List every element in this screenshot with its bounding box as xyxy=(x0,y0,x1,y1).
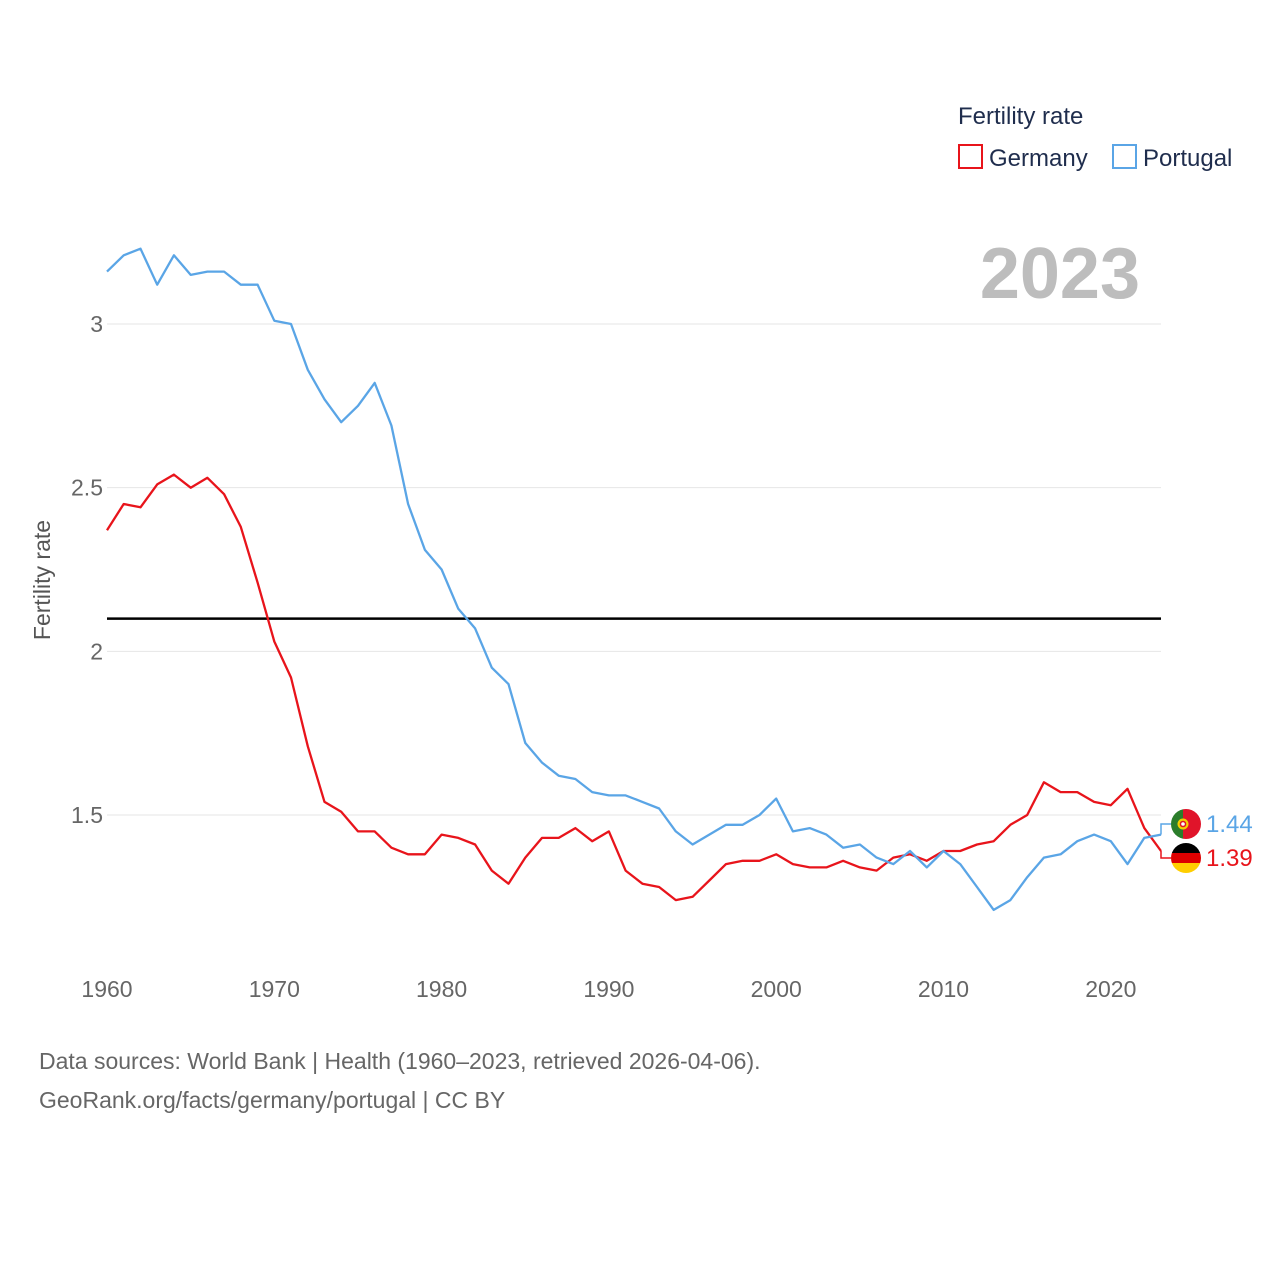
x-tick-label: 1980 xyxy=(416,976,467,1002)
leader-line-portugal xyxy=(1160,823,1171,835)
portugal-flag-icon xyxy=(1171,809,1201,839)
end-value-portugal: 1.44 xyxy=(1206,811,1253,838)
year-label: 2023 xyxy=(980,234,1140,314)
y-axis: 1.5 2 2.5 3 xyxy=(71,311,103,828)
y-axis-title: Fertility rate xyxy=(29,520,55,640)
legend-swatch-germany xyxy=(958,144,983,169)
x-axis: 1960 1970 1980 1990 2000 2010 2020 xyxy=(81,976,1136,1002)
end-marker-portugal: 1.44 xyxy=(1160,809,1253,839)
y-tick-label: 2 xyxy=(90,638,103,664)
x-tick-label: 1990 xyxy=(583,976,634,1002)
y-tick-label: 2.5 xyxy=(71,475,103,501)
x-tick-label: 1970 xyxy=(249,976,300,1002)
legend-title: Fertility rate xyxy=(958,103,1083,130)
x-tick-label: 1960 xyxy=(81,976,132,1002)
legend: Fertility rate Germany Portugal xyxy=(958,103,1232,172)
source-line-1: Data sources: World Bank | Health (1960–… xyxy=(39,1048,761,1074)
legend-label-germany: Germany xyxy=(989,145,1088,172)
legend-swatch-portugal xyxy=(1112,144,1137,169)
series-layer xyxy=(106,247,1162,912)
x-tick-label: 2020 xyxy=(1085,976,1136,1002)
legend-item-portugal[interactable]: Portugal xyxy=(1112,144,1232,172)
legend-item-germany[interactable]: Germany xyxy=(958,144,1088,172)
y-tick-label: 1.5 xyxy=(71,802,103,828)
y-tick-label: 3 xyxy=(90,311,103,337)
series-line-germany[interactable] xyxy=(106,473,1162,902)
gridlines xyxy=(107,323,1161,816)
source-line-2[interactable]: GeoRank.org/facts/germany/portugal | CC … xyxy=(39,1087,505,1113)
end-value-germany: 1.39 xyxy=(1206,845,1253,872)
x-tick-label: 2000 xyxy=(751,976,802,1002)
series-line-portugal[interactable] xyxy=(106,247,1162,912)
x-tick-label: 2010 xyxy=(918,976,969,1002)
legend-label-portugal: Portugal xyxy=(1143,145,1232,172)
germany-flag-icon xyxy=(1171,843,1201,873)
leader-line-germany xyxy=(1160,851,1171,859)
end-marker-germany: 1.39 xyxy=(1160,843,1253,873)
